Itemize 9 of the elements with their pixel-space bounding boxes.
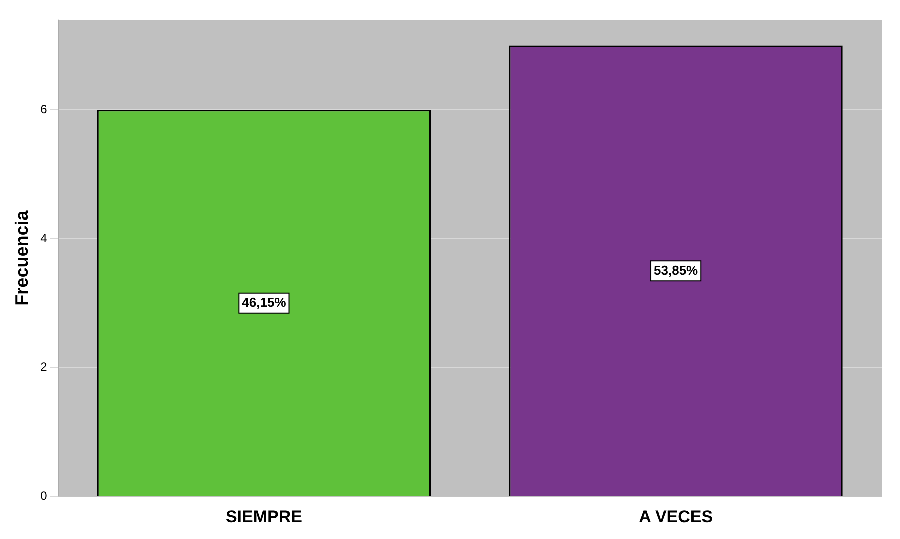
y-tick-label: 2 bbox=[40, 360, 48, 374]
x-tick-label: A VECES bbox=[639, 507, 714, 526]
annotation: 53,85% bbox=[654, 262, 699, 278]
y-tick-label: 4 bbox=[40, 231, 48, 246]
y-tick-label: 0 bbox=[40, 488, 48, 503]
x-tick-label: SIEMPRE bbox=[226, 507, 302, 526]
y-tick-label: 6 bbox=[40, 102, 48, 116]
annotation: 46,15% bbox=[242, 294, 287, 310]
y-axis-title: Frecuencia bbox=[12, 210, 32, 306]
